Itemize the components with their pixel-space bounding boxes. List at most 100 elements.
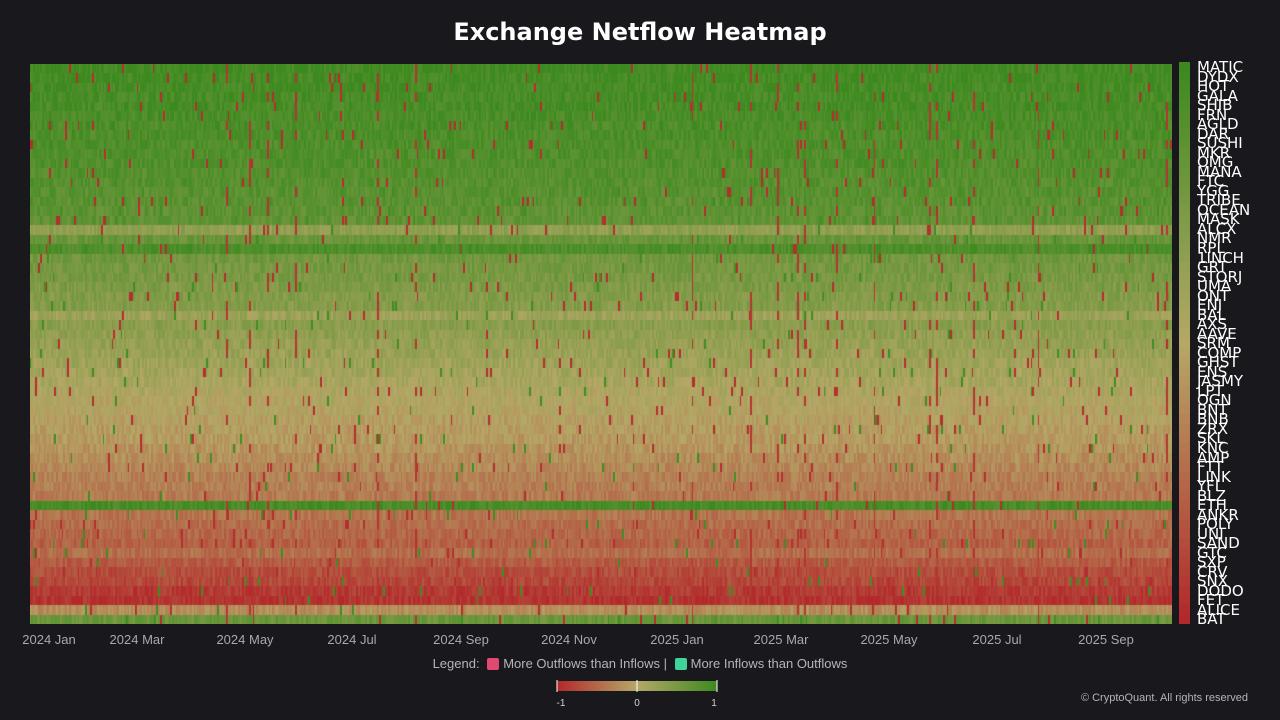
row-strip-segment bbox=[1179, 90, 1190, 101]
row-strip-segment bbox=[1179, 614, 1190, 624]
row-strip-segment bbox=[1179, 185, 1190, 196]
coin-label: NMR bbox=[1197, 229, 1232, 248]
heatmap-grid[interactable] bbox=[30, 64, 1172, 624]
row-strip-segment bbox=[1179, 262, 1190, 273]
row-strip-segment bbox=[1179, 385, 1190, 396]
coin-label: KNC bbox=[1197, 439, 1229, 458]
coin-label: SAND bbox=[1197, 534, 1240, 553]
coin-label: FTT bbox=[1197, 458, 1224, 477]
row-strip-segment bbox=[1179, 490, 1190, 501]
row-strip-segment bbox=[1179, 538, 1190, 549]
x-tick-label: 2024 Jan bbox=[22, 632, 76, 647]
coin-label: LINK bbox=[1197, 467, 1231, 486]
coin-label: AGLD bbox=[1197, 115, 1239, 134]
row-strip-segment bbox=[1179, 233, 1190, 244]
row-strip-segment bbox=[1179, 147, 1190, 158]
row-strip-segment bbox=[1179, 338, 1190, 349]
row-strip-segment bbox=[1179, 347, 1190, 358]
legend: Legend: More Outflows than Inflows | Mor… bbox=[0, 656, 1280, 671]
coin-label: UNI bbox=[1197, 524, 1224, 543]
x-axis: 2024 Jan 2024 Mar 2024 May 2024 Jul 2024 Sep… bbox=[0, 632, 1280, 652]
coin-label: GTC bbox=[1197, 543, 1227, 562]
coin-label: ONT bbox=[1197, 286, 1230, 305]
colorbar-max-label: 1 bbox=[711, 698, 717, 709]
row-strip-segment bbox=[1179, 547, 1190, 558]
row-strip-segment bbox=[1179, 395, 1190, 406]
x-tick-label: 2024 Nov bbox=[541, 632, 597, 647]
row-strip-segment bbox=[1179, 376, 1190, 387]
coin-label: TRIBE bbox=[1197, 191, 1241, 210]
row-strip-segment bbox=[1179, 509, 1190, 520]
coin-label: ALCX bbox=[1197, 219, 1237, 238]
row-strip-segment bbox=[1179, 195, 1190, 206]
coin-label: BAL bbox=[1197, 305, 1226, 324]
coin-label: JASMY bbox=[1197, 372, 1244, 391]
coin-label: CRV bbox=[1197, 562, 1228, 581]
coin-label: SRM bbox=[1197, 334, 1230, 353]
coin-label: DODO bbox=[1197, 581, 1244, 600]
coin-label: ETH bbox=[1197, 496, 1227, 515]
row-strip-segment bbox=[1179, 423, 1190, 435]
coin-label: AMP bbox=[1197, 448, 1230, 467]
coin-label: FTC bbox=[1197, 172, 1225, 191]
row-strip-segment bbox=[1179, 109, 1190, 120]
row-strip-segment bbox=[1179, 100, 1190, 111]
coin-label: ALICE bbox=[1197, 600, 1240, 619]
coin-label: LPT bbox=[1197, 381, 1224, 400]
row-strip-segment bbox=[1179, 281, 1190, 292]
x-tick-label: 2025 Sep bbox=[1078, 632, 1134, 647]
inflow-swatch bbox=[674, 658, 687, 670]
coin-label: MATIC bbox=[1197, 58, 1244, 76]
row-strip-segment bbox=[1179, 328, 1190, 339]
x-tick-label: 2024 Jul bbox=[327, 632, 377, 647]
x-tick-label: 2024 Mar bbox=[109, 632, 165, 647]
coin-label: DAR bbox=[1197, 124, 1229, 143]
coin-label: STORJ bbox=[1197, 267, 1243, 286]
row-strip-segment bbox=[1179, 176, 1190, 187]
row-strip-segment bbox=[1179, 223, 1190, 235]
row-strip-segment bbox=[1179, 452, 1190, 463]
coin-label: ENS bbox=[1197, 362, 1228, 381]
row-strip-segment bbox=[1179, 157, 1190, 168]
x-tick-label: 2024 Sep bbox=[433, 632, 489, 647]
row-strip-segment bbox=[1179, 576, 1190, 587]
coin-label: SHIB bbox=[1197, 96, 1233, 115]
colorbar-mid-label: 0 bbox=[634, 698, 640, 709]
row-color-strip bbox=[1179, 62, 1190, 624]
row-strip-segment bbox=[1179, 366, 1190, 377]
coin-label: SXP bbox=[1197, 553, 1226, 572]
row-strip-segment bbox=[1179, 319, 1190, 330]
coin-label: OGN bbox=[1197, 391, 1232, 410]
row-strip-segment bbox=[1179, 585, 1190, 597]
chart-title: Exchange Netflow Heatmap bbox=[453, 18, 827, 46]
row-strip-segment bbox=[1179, 595, 1190, 606]
row-strip-segment bbox=[1179, 290, 1190, 301]
coin-label: FET bbox=[1197, 591, 1225, 610]
x-tick-label: 2024 May bbox=[216, 632, 274, 647]
coin-label: GRT bbox=[1197, 258, 1228, 277]
row-strip-segment bbox=[1179, 138, 1190, 149]
x-tick-label: 2025 Jan bbox=[650, 632, 704, 647]
coin-label: HOT bbox=[1197, 77, 1230, 96]
legend-outflow-text: More Outflows than Inflows | bbox=[503, 656, 667, 671]
row-strip-segment bbox=[1179, 71, 1190, 82]
coin-label: YGG bbox=[1197, 181, 1230, 200]
coin-label: BNT bbox=[1197, 400, 1228, 419]
row-strip-segment bbox=[1179, 557, 1190, 568]
row-strip-segment bbox=[1179, 566, 1190, 577]
row-strip-segment bbox=[1179, 128, 1190, 139]
coin-label: FRN bbox=[1197, 105, 1228, 124]
row-strip-segment bbox=[1179, 271, 1190, 282]
coin-label: SUSHI bbox=[1197, 134, 1243, 153]
legend-inflow-text: More Inflows than Outflows bbox=[690, 656, 848, 671]
coin-label: GALA bbox=[1197, 86, 1238, 105]
coin-label: AAVE bbox=[1197, 324, 1237, 343]
x-tick-label: 2025 Mar bbox=[753, 632, 809, 647]
coin-label: SNX bbox=[1197, 572, 1229, 591]
x-tick-label: 2025 Jul bbox=[972, 632, 1022, 647]
coin-label: MASK bbox=[1197, 210, 1240, 229]
coin-label: OCEAN bbox=[1197, 200, 1251, 219]
coin-label: 1INCH bbox=[1197, 248, 1244, 267]
row-strip-segment bbox=[1179, 519, 1190, 530]
coin-label: GHST bbox=[1197, 353, 1239, 372]
